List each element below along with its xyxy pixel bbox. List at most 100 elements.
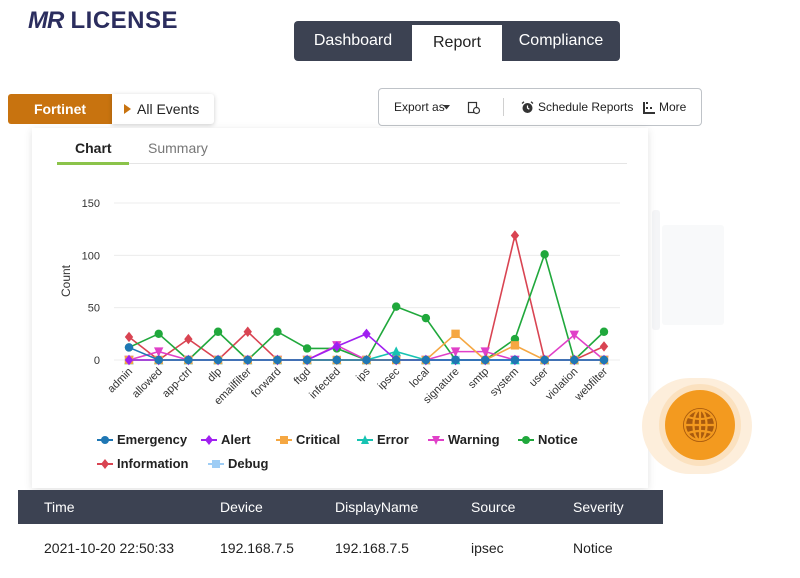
logo-suffix: LICENSE <box>63 7 179 34</box>
cell-source: ipsec <box>471 540 504 556</box>
x-tick-label: app-ctrl <box>160 366 194 400</box>
more-dots-icon <box>643 102 655 114</box>
x-tick-label: system <box>488 366 521 399</box>
series-line-information <box>128 235 605 362</box>
point-notice <box>273 327 282 336</box>
point-emergency <box>332 355 342 365</box>
point-emergency <box>154 355 163 365</box>
point-warning <box>569 330 580 341</box>
point-emergency <box>599 355 609 365</box>
x-tick-label: ftgd <box>292 366 313 387</box>
more-label: More <box>659 100 687 114</box>
active-tab-indicator <box>57 162 129 165</box>
schedule-reports-button[interactable]: Schedule Reports <box>538 100 633 114</box>
x-tick-label: smtp <box>466 366 491 391</box>
point-information <box>510 230 520 241</box>
y-tick-label: 100 <box>82 250 100 262</box>
column-header-source[interactable]: Source <box>471 499 516 515</box>
y-tick-label: 50 <box>88 303 100 315</box>
point-alert <box>124 354 134 366</box>
tab-summary[interactable]: Summary <box>148 140 208 156</box>
point-warning <box>450 347 461 357</box>
point-emergency <box>302 355 312 365</box>
point-warning <box>153 347 164 357</box>
legend-label-alert: Alert <box>221 432 251 447</box>
y-tick-label: 150 <box>82 198 100 210</box>
point-critical <box>451 329 460 339</box>
nav-tab-report[interactable]: Report <box>412 25 502 61</box>
point-emergency <box>273 355 282 365</box>
point-emergency <box>540 355 549 365</box>
cell-time: 2021-10-20 22:50:33 <box>44 540 174 556</box>
column-header-time[interactable]: Time <box>44 499 75 515</box>
export-preview-icon[interactable] <box>467 101 481 115</box>
tab-chart[interactable]: Chart <box>75 140 112 156</box>
point-alert <box>362 328 371 340</box>
point-emergency <box>391 355 401 365</box>
cell-severity: Notice <box>573 540 613 556</box>
column-header-severity[interactable]: Severity <box>573 499 624 515</box>
legend-label-notice: Notice <box>538 432 578 447</box>
log-table-header: Time Device DisplayName Source Severity <box>18 490 663 524</box>
export-as-button[interactable]: Export as <box>394 100 445 114</box>
legend-swatch-critical <box>276 436 292 444</box>
point-emergency <box>213 355 223 365</box>
y-tick-label: 0 <box>94 355 100 367</box>
point-emergency <box>421 355 431 365</box>
tab-divider <box>57 163 627 164</box>
background-placeholder <box>662 225 724 325</box>
x-tick-label: ips <box>354 365 373 384</box>
point-emergency <box>451 355 460 365</box>
point-emergency <box>510 355 520 365</box>
nav-tab-dashboard[interactable]: Dashboard <box>313 32 393 49</box>
globe-icon <box>683 408 717 442</box>
point-notice <box>599 327 609 336</box>
x-tick-label: infected <box>307 366 343 402</box>
schedule-reports-label: Schedule Reports <box>538 100 634 114</box>
y-axis-title: Count <box>59 264 73 297</box>
x-tick-label: ipsec <box>376 365 403 392</box>
legend-label-information: Information <box>117 456 189 471</box>
point-notice <box>391 302 401 311</box>
brand-logo: MR LICENSE <box>28 7 178 35</box>
column-header-displayname[interactable]: DisplayName <box>335 499 419 515</box>
point-notice <box>540 250 549 259</box>
caret-down-icon <box>443 105 450 110</box>
toolbar-divider <box>503 98 504 116</box>
point-notice <box>302 344 312 353</box>
legend-label-error: Error <box>377 432 409 447</box>
caret-right-icon <box>124 104 131 114</box>
main-nav: Dashboard Report Compliance <box>294 21 620 61</box>
report-toolbar: Export as Schedule Reports More <box>378 88 702 126</box>
x-tick-label: forward <box>249 366 283 400</box>
legend-label-debug: Debug <box>228 456 269 471</box>
event-filter-label: All Events <box>137 101 200 117</box>
point-emergency <box>362 355 371 365</box>
event-filter-button[interactable]: All Events <box>112 94 214 124</box>
background-placeholder <box>652 210 660 330</box>
column-header-device[interactable]: Device <box>220 499 263 515</box>
legend-swatch-debug <box>208 460 224 468</box>
table-row[interactable]: 2021-10-20 22:50:33 192.168.7.5 192.168.… <box>18 530 663 566</box>
nav-tab-compliance[interactable]: Compliance <box>518 32 604 49</box>
point-critical <box>510 341 520 350</box>
globe-button[interactable] <box>665 390 735 460</box>
point-emergency <box>481 355 490 365</box>
x-tick-label: dlp <box>205 366 224 385</box>
legend-swatch-alert <box>201 435 217 445</box>
legend-label-critical: Critical <box>296 432 341 447</box>
legend-swatch-warning <box>428 436 444 445</box>
vendor-selector[interactable]: Fortinet <box>8 94 112 124</box>
cell-displayname: 192.168.7.5 <box>335 540 409 556</box>
point-warning <box>480 347 490 357</box>
point-error <box>391 346 401 356</box>
point-emergency <box>243 355 252 365</box>
point-emergency <box>184 355 193 365</box>
more-button[interactable]: More <box>659 100 686 114</box>
x-tick-label: user <box>527 365 551 389</box>
point-notice <box>213 327 223 336</box>
alarm-clock-icon <box>521 101 534 113</box>
point-notice <box>154 329 163 339</box>
legend-swatch-error <box>357 435 373 444</box>
